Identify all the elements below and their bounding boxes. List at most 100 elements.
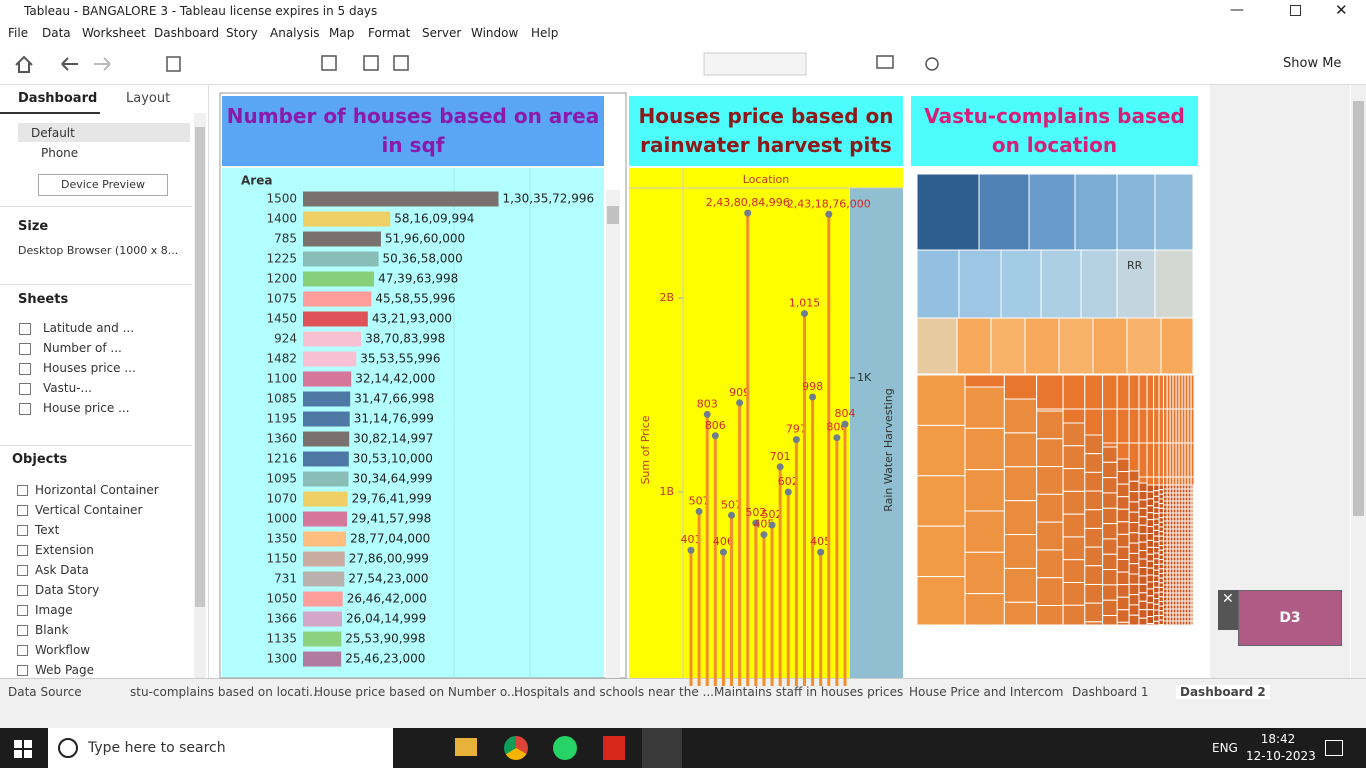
clock-date[interactable]: 12-10-2023 xyxy=(1246,749,1316,763)
object-item[interactable]: Image xyxy=(35,603,73,617)
sheet-tab[interactable]: Maintains staff in houses prices xyxy=(714,685,904,699)
home-icon[interactable] xyxy=(15,55,33,73)
object-item[interactable]: Web Page xyxy=(35,663,95,677)
object-item[interactable]: Blank xyxy=(35,623,69,637)
share-icon[interactable] xyxy=(925,57,939,71)
menu-item[interactable]: Worksheet xyxy=(82,26,146,40)
menu-item[interactable]: Server xyxy=(422,26,462,40)
object-item[interactable]: Text xyxy=(35,523,60,537)
undo-icon[interactable] xyxy=(61,57,78,71)
card-close[interactable]: ✕ xyxy=(1222,591,1234,607)
sheet-tab[interactable]: Hospitals and schools near the ... xyxy=(514,685,714,699)
sheet-item[interactable]: Vastu-... xyxy=(43,381,92,395)
explorer-icon[interactable] xyxy=(455,738,477,756)
layout-tab[interactable]: Layout xyxy=(126,91,171,106)
object-item[interactable]: Ask Data xyxy=(35,563,89,577)
object-item[interactable]: Horizontal Container xyxy=(35,483,159,497)
menu-item[interactable]: Data xyxy=(42,26,71,40)
save-icon[interactable] xyxy=(166,56,181,72)
sheet-item[interactable]: Number of ... xyxy=(43,341,122,355)
whatsapp-icon[interactable] xyxy=(553,736,577,760)
object-item[interactable]: Data Story xyxy=(35,583,100,597)
object-icon xyxy=(17,645,28,656)
start-button[interactable] xyxy=(14,740,32,758)
duplicate-icon[interactable] xyxy=(363,55,379,71)
scroll-thumb[interactable] xyxy=(1353,101,1364,516)
close[interactable]: ✕ xyxy=(1335,1,1348,19)
object-item[interactable]: Workflow xyxy=(35,643,91,657)
object-icon xyxy=(17,545,28,556)
chrome-icon[interactable] xyxy=(504,736,528,760)
sheet-tab[interactable]: House price based on Number o... xyxy=(314,685,519,699)
menu-item[interactable]: Analysis xyxy=(270,26,320,40)
search-icon xyxy=(58,738,78,758)
sheet-tab[interactable]: Data Source xyxy=(8,685,82,699)
menu-item[interactable]: Help xyxy=(531,26,559,40)
menu-item[interactable]: Dashboard xyxy=(154,26,220,40)
sheet-tab[interactable]: House Price and Intercom xyxy=(909,685,1064,699)
language[interactable]: ENG xyxy=(1212,741,1238,755)
float-card-label: D3 xyxy=(1279,610,1301,626)
window-title: Tableau - BANGALORE 3 - Tableau license … xyxy=(24,4,378,18)
size-title: Size xyxy=(18,219,49,234)
new-sheet-icon[interactable] xyxy=(321,55,337,71)
object-icon xyxy=(17,525,28,536)
presentation-icon[interactable] xyxy=(876,55,894,69)
maximize[interactable] xyxy=(1290,5,1301,16)
scroll-thumb[interactable] xyxy=(195,127,205,607)
sheet-icon xyxy=(19,363,31,375)
object-icon xyxy=(17,565,28,576)
menu-item[interactable]: Map xyxy=(329,26,355,40)
search-box[interactable]: Type here to search xyxy=(48,728,393,768)
taskbar: Type here to search ENG 18:42 12-10-2023 xyxy=(0,728,1366,768)
object-icon xyxy=(17,665,28,676)
device-default[interactable]: Default xyxy=(31,126,75,140)
menu-bar: File Data Worksheet Dashboard Story Analysis M… xyxy=(0,22,1366,44)
sheet-icon xyxy=(19,383,31,395)
minimize[interactable]: — xyxy=(1230,2,1244,18)
notifications[interactable] xyxy=(1325,740,1343,756)
sheet-tab[interactable]: Dashboard 2 xyxy=(1176,685,1270,699)
clock-time[interactable]: 18:42 xyxy=(1260,732,1296,746)
float-card[interactable]: D3 xyxy=(1238,590,1342,646)
sheet-item[interactable]: Latitude and ... xyxy=(43,321,135,335)
sheet-tab[interactable]: Dashboard 1 xyxy=(1072,685,1149,699)
device-preview-button[interactable]: Device Preview xyxy=(38,174,168,196)
title-bar: Tableau - BANGALORE 3 - Tableau license … xyxy=(0,0,1366,22)
objects-title: Objects xyxy=(12,452,68,467)
selected-device-bg xyxy=(18,123,190,142)
object-item[interactable]: Extension xyxy=(35,543,94,557)
object-icon xyxy=(17,585,28,596)
sheets-title: Sheets xyxy=(18,292,69,307)
menu-item[interactable]: Window xyxy=(471,26,519,40)
divider xyxy=(0,284,192,285)
search-placeholder: Type here to search xyxy=(88,740,226,756)
object-icon xyxy=(17,605,28,616)
sheet-item[interactable]: House price ... xyxy=(43,401,130,415)
sheet-icon xyxy=(19,323,31,335)
object-icon xyxy=(17,505,28,516)
size-dropdown[interactable]: Desktop Browser (1000 x 8... xyxy=(18,244,179,257)
tableau-task[interactable] xyxy=(642,728,682,768)
object-item[interactable]: Vertical Container xyxy=(35,503,143,517)
menu-item[interactable]: Format xyxy=(368,26,411,40)
toolbar: Show Me xyxy=(0,44,1366,85)
device-phone[interactable]: Phone xyxy=(41,146,79,160)
card-controls[interactable]: ✕ xyxy=(1218,590,1238,630)
pdf-icon[interactable] xyxy=(603,736,625,760)
sheet-tabs: Data Source stu-complains based on locati… xyxy=(0,678,1366,707)
sidebar: Dashboard Layout Default Phone Device Pr… xyxy=(0,85,209,678)
menu-item[interactable]: File xyxy=(8,26,29,40)
fit-dropdown[interactable] xyxy=(703,52,807,76)
show-me[interactable]: Show Me xyxy=(1283,56,1342,71)
dashboard-tab[interactable]: Dashboard xyxy=(18,91,98,106)
clear-icon[interactable] xyxy=(393,55,409,71)
menu-item[interactable]: Story xyxy=(226,26,258,40)
divider xyxy=(0,206,192,207)
sheet-tab[interactable]: stu-complains based on locati... xyxy=(130,685,321,699)
sheet-item[interactable]: Houses price ... xyxy=(43,361,136,375)
redo-icon xyxy=(94,57,111,71)
vertical-scrollbar[interactable] xyxy=(1351,85,1366,678)
canvas-margin xyxy=(1210,85,1350,678)
